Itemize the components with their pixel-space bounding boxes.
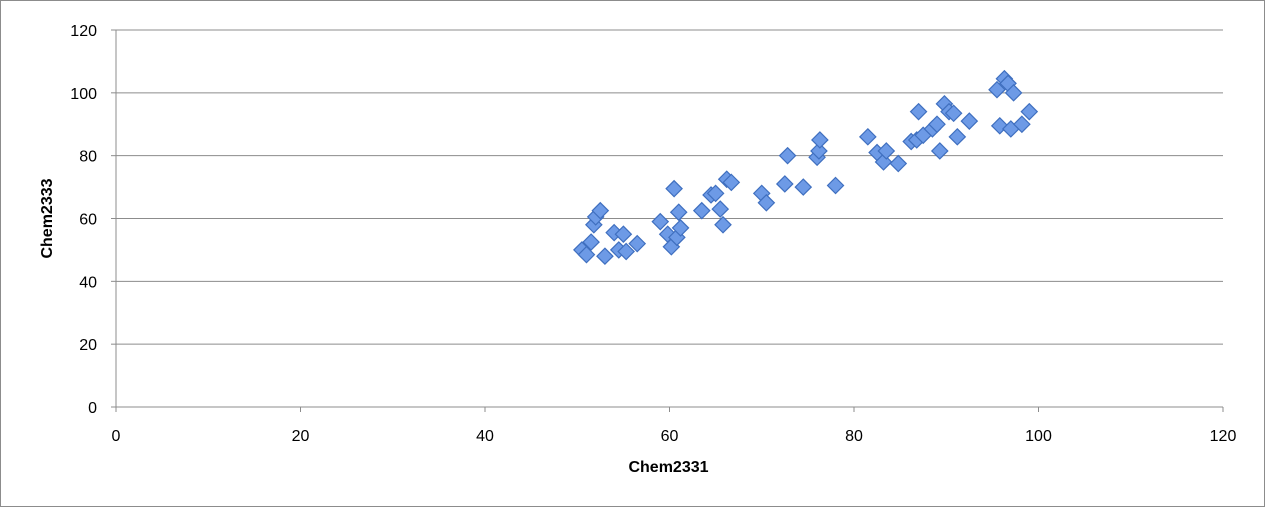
data-point bbox=[591, 201, 610, 220]
data-point bbox=[826, 176, 845, 195]
axes bbox=[111, 29, 1224, 412]
data-point bbox=[651, 212, 670, 231]
data-point bbox=[944, 104, 963, 123]
data-point bbox=[692, 201, 711, 220]
data-point bbox=[948, 127, 967, 146]
data-point bbox=[858, 127, 877, 146]
tick-labels: 0 20 40 60 80 100 120 0 20 40 60 80 100 120 bbox=[70, 23, 1236, 445]
y-axis-title: Chem2333 bbox=[39, 178, 56, 258]
data-point bbox=[671, 219, 690, 237]
x-tick-label: 120 bbox=[1210, 428, 1237, 445]
data-point bbox=[757, 193, 776, 212]
data-point bbox=[990, 116, 1009, 135]
data-point bbox=[596, 247, 614, 266]
data-points bbox=[573, 69, 1039, 266]
data-point bbox=[988, 80, 1006, 99]
x-tick-label: 20 bbox=[292, 428, 310, 445]
data-point bbox=[877, 142, 896, 160]
y-tick-label: 20 bbox=[79, 337, 97, 354]
data-point bbox=[711, 200, 730, 218]
x-axis-title: Chem2331 bbox=[628, 459, 708, 476]
data-point bbox=[577, 245, 596, 264]
data-point bbox=[669, 203, 688, 222]
data-point bbox=[706, 184, 725, 203]
data-point bbox=[714, 215, 732, 234]
x-tick-label: 40 bbox=[476, 428, 494, 445]
data-point bbox=[1004, 83, 1023, 102]
data-point bbox=[582, 233, 600, 251]
data-point bbox=[1020, 102, 1039, 121]
x-tick-label: 0 bbox=[112, 428, 121, 445]
y-tick-label: 100 bbox=[70, 86, 97, 103]
y-tick-label: 40 bbox=[79, 274, 97, 291]
data-point bbox=[665, 179, 683, 198]
x-tick-label: 60 bbox=[661, 428, 679, 445]
data-point bbox=[614, 225, 633, 244]
y-tick-label: 60 bbox=[79, 212, 97, 229]
data-point bbox=[930, 142, 949, 160]
data-point bbox=[775, 175, 794, 193]
gridlines bbox=[116, 29, 1223, 345]
data-point bbox=[1013, 115, 1031, 134]
data-point bbox=[628, 234, 647, 253]
data-point bbox=[810, 142, 828, 160]
data-point bbox=[794, 178, 813, 196]
x-tick-label: 80 bbox=[845, 428, 863, 445]
data-point bbox=[928, 115, 946, 134]
data-point bbox=[811, 131, 829, 149]
y-tick-label: 0 bbox=[88, 400, 97, 417]
data-point bbox=[889, 154, 908, 173]
data-point bbox=[960, 112, 979, 130]
data-point bbox=[617, 242, 635, 261]
data-point bbox=[778, 146, 797, 165]
x-tick-label: 100 bbox=[1025, 428, 1052, 445]
data-point bbox=[722, 173, 741, 192]
data-point bbox=[909, 102, 928, 121]
y-tick-label: 80 bbox=[79, 149, 97, 166]
y-tick-label: 120 bbox=[70, 23, 97, 40]
